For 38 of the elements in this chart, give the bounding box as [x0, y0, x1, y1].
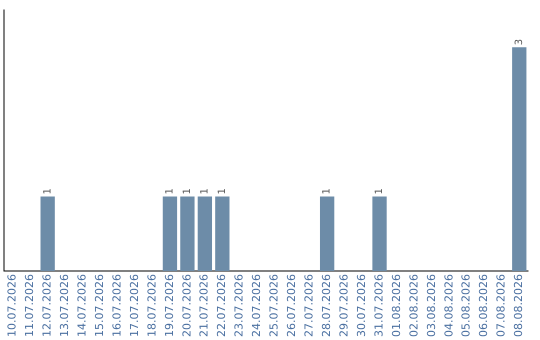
data-label: 1	[164, 188, 176, 194]
x-tick-label: 21.07.2026	[198, 274, 211, 338]
data-label: 1	[199, 188, 210, 194]
data-label: 3	[514, 38, 525, 46]
data-label: 1	[374, 188, 386, 194]
x-tick-label: 13.07.2026	[58, 274, 71, 338]
x-tick-label: 30.07.2026	[354, 274, 368, 338]
x-tick-label: 04.08.2026	[442, 274, 456, 338]
data-label: 1	[322, 188, 333, 194]
x-tick-label: 02.08.2026	[407, 274, 420, 338]
x-tick-label: 05.08.2026	[460, 274, 473, 338]
x-tick-label: 01.08.2026	[390, 274, 403, 338]
data-label: 1	[42, 188, 54, 194]
x-tick-label: 23.07.2026	[232, 274, 246, 338]
x-tick-label: 16.07.2026	[110, 274, 124, 338]
x-tick-label: 15.07.2026	[92, 274, 106, 338]
x-tick-label: 12.07.2026	[40, 274, 54, 338]
x-tick-label: 31.07.2026	[372, 274, 386, 338]
x-tick-label: 18.07.2026	[145, 274, 158, 338]
x-tick-label: 20.07.2026	[180, 274, 194, 338]
x-tick-label: 03.08.2026	[424, 274, 438, 338]
x-tick-label: 11.07.2026	[23, 274, 36, 338]
x-tick-label: 29.07.2026	[337, 274, 350, 338]
x-tick-label: 25.07.2026	[268, 274, 281, 338]
x-tick-label: 26.07.2026	[285, 274, 298, 338]
x-tick-label: 28.07.2026	[320, 274, 333, 338]
x-tick-label: 17.07.2026	[128, 274, 141, 338]
x-tick-label: 08.08.2026	[512, 274, 526, 338]
x-tick-label: 06.08.2026	[477, 274, 490, 338]
x-tick-label: 10.07.2026	[6, 274, 19, 338]
x-tick-label: 14.07.2026	[75, 274, 88, 338]
data-label: 1	[182, 188, 193, 194]
x-tick-label: 24.07.2026	[250, 274, 264, 338]
x-tick-label: 07.08.2026	[494, 274, 508, 338]
x-tick-label: 27.07.2026	[302, 274, 316, 338]
x-tick-label: 19.07.2026	[162, 274, 176, 338]
x-tick-label: 22.07.2026	[215, 274, 228, 338]
data-label: 1	[216, 188, 228, 194]
